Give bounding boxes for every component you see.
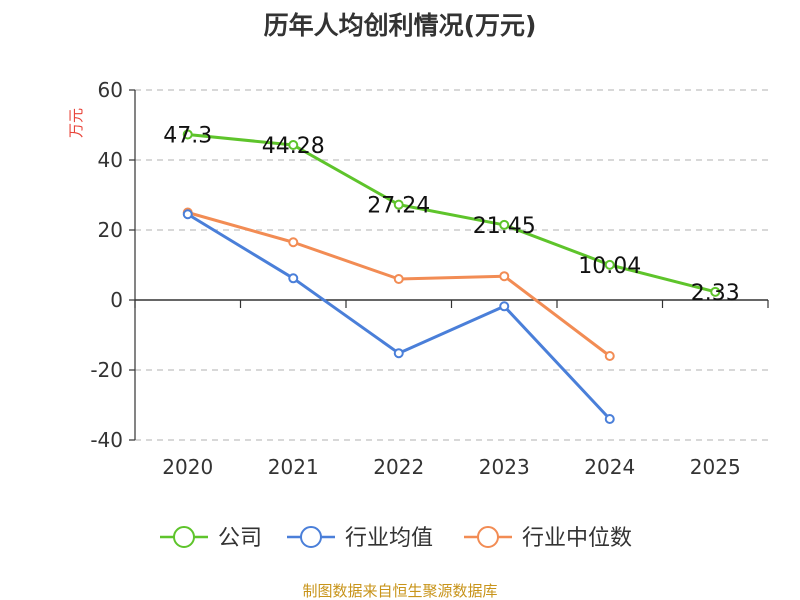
data-label: 21.45 — [473, 214, 536, 239]
series-line — [186, 212, 611, 421]
data-point[interactable] — [393, 274, 404, 284]
series-line — [187, 132, 716, 294]
data-point[interactable] — [288, 273, 299, 284]
data-point[interactable] — [393, 348, 404, 359]
data-point[interactable] — [393, 199, 404, 210]
y-tick-label: -40 — [90, 428, 123, 452]
series-2 — [182, 207, 615, 361]
x-tick-label: 2020 — [162, 455, 213, 479]
data-labels: 47.3 44.28 27.24 21.45 10.04 2.33 — [163, 123, 739, 305]
y-tick-label: 60 — [98, 78, 123, 102]
data-label: 27.24 — [367, 194, 430, 219]
x-tick-label: 2023 — [479, 455, 530, 479]
data-point[interactable] — [499, 219, 510, 230]
legend-marker — [300, 526, 322, 548]
legend-item[interactable]: 行业中位数 — [464, 526, 632, 551]
legend-label: 公司 — [218, 526, 262, 551]
x-tick-label: 2021 — [268, 455, 319, 479]
source-note: 制图数据来自恒生聚源数据库 — [302, 582, 497, 600]
x-tick-label: 2025 — [690, 455, 741, 479]
x-tick-label: 2022 — [373, 455, 424, 479]
data-point[interactable] — [604, 259, 615, 270]
series-0 — [182, 129, 721, 297]
legend-item[interactable]: 行业均值 — [287, 526, 433, 551]
legend[interactable]: 公司 行业均值 行业中位数 — [160, 526, 632, 551]
series-1 — [182, 209, 615, 424]
data-point[interactable] — [182, 209, 193, 220]
grid — [135, 89, 768, 441]
data-point[interactable] — [710, 286, 721, 297]
y-tick-label: -20 — [90, 358, 123, 382]
legend-label: 行业均值 — [345, 526, 433, 551]
series-layer — [182, 129, 721, 424]
legend-marker — [173, 526, 195, 548]
data-point[interactable] — [604, 414, 615, 424]
data-label: 47.3 — [163, 123, 212, 148]
y-tick-label: 20 — [98, 218, 123, 242]
y-axis-unit: 万元 — [67, 108, 85, 138]
axes: 60 40 20 0 -20 -40 2020 2021 2022 2023 2024 2025 — [90, 78, 769, 479]
data-label: 10.04 — [578, 254, 641, 279]
legend-item[interactable]: 公司 — [160, 526, 262, 551]
data-point[interactable] — [499, 301, 510, 312]
legend-marker — [477, 526, 499, 548]
legend-label: 行业中位数 — [522, 526, 632, 551]
data-point[interactable] — [288, 140, 299, 151]
data-point[interactable] — [604, 351, 615, 361]
data-point[interactable] — [288, 237, 299, 248]
data-label: 2.33 — [691, 281, 740, 306]
x-tick-label: 2024 — [584, 455, 635, 479]
data-point[interactable] — [182, 129, 193, 140]
data-point[interactable] — [499, 271, 510, 282]
series-line — [187, 211, 611, 358]
y-tick-label: 40 — [98, 148, 123, 172]
chart-title: 历年人均创利情况(万元) — [264, 11, 537, 40]
data-label: 44.28 — [262, 134, 325, 159]
y-tick-label: 0 — [110, 288, 123, 312]
